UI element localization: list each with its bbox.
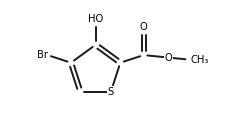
Text: O: O <box>140 22 148 32</box>
Text: S: S <box>108 87 114 97</box>
Text: HO: HO <box>88 14 103 24</box>
Text: O: O <box>164 53 172 63</box>
Text: CH₃: CH₃ <box>190 55 209 65</box>
Text: Br: Br <box>36 50 47 60</box>
